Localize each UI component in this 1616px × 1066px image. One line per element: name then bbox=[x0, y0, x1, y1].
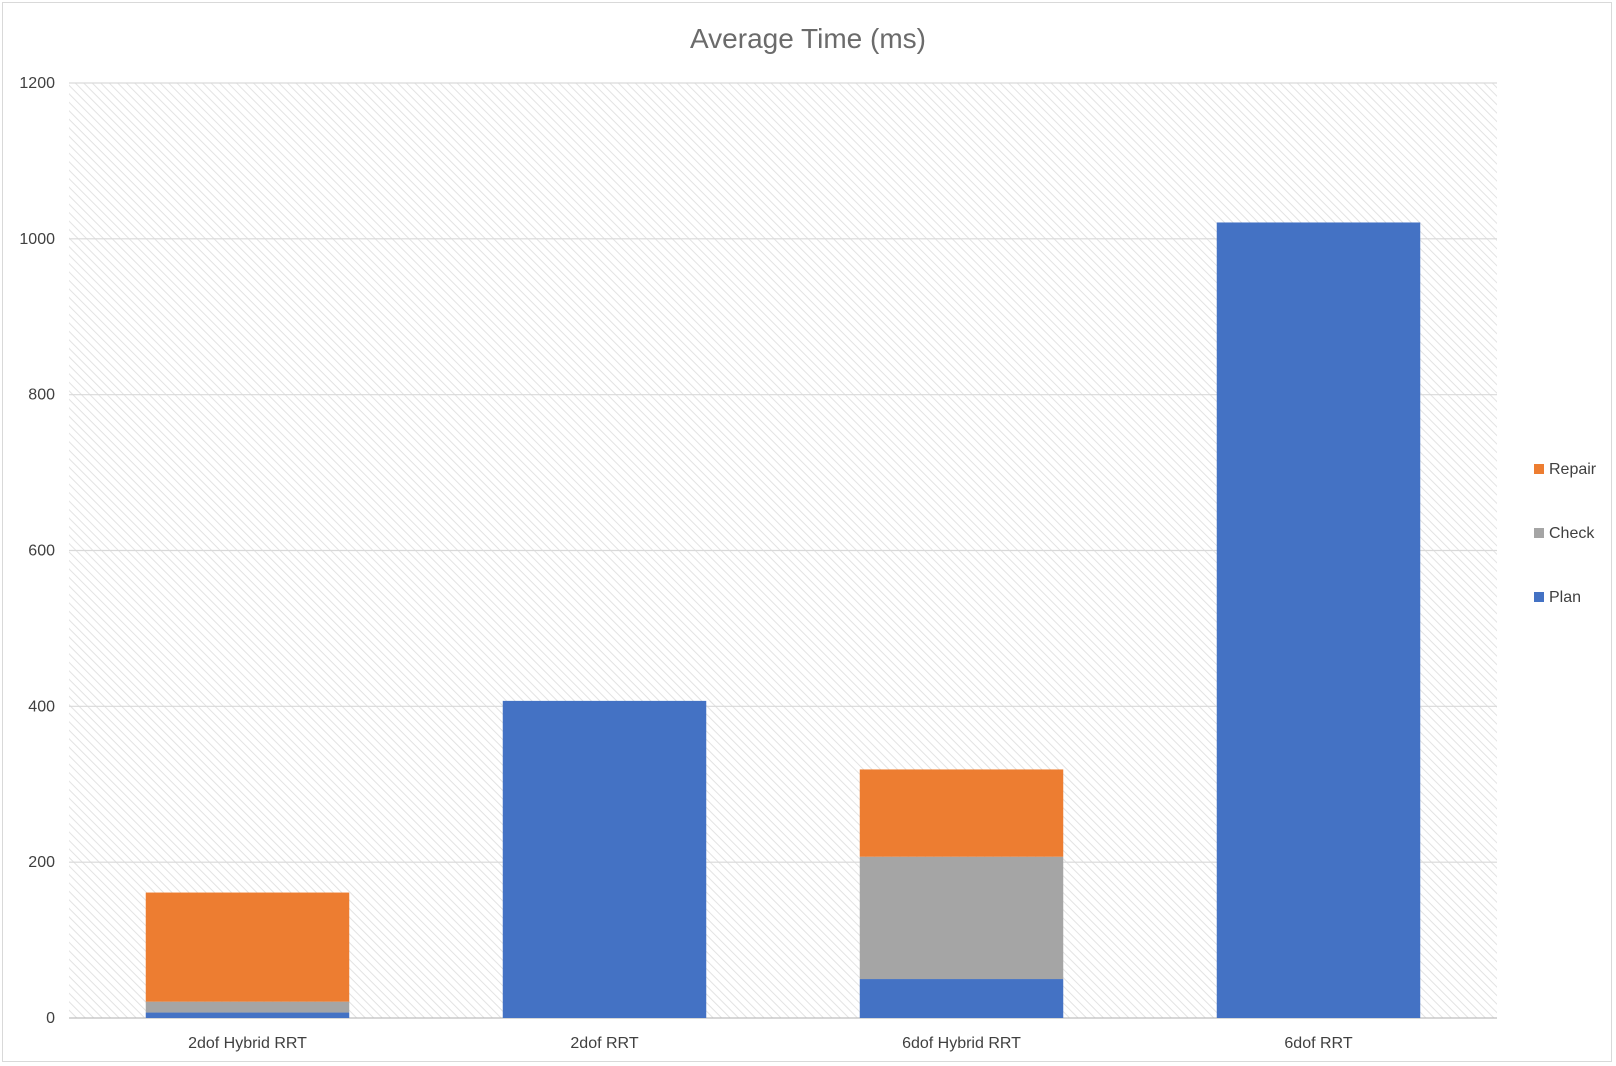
y-tick-label: 1200 bbox=[19, 75, 55, 92]
legend-label-check: Check bbox=[1549, 525, 1595, 542]
x-tick-label: 2dof Hybrid RRT bbox=[188, 1035, 307, 1052]
legend-swatch-check bbox=[1534, 528, 1544, 538]
bars bbox=[145, 222, 1421, 1019]
bar-plan-2 bbox=[502, 700, 707, 1018]
bar-repair-3 bbox=[859, 769, 1064, 857]
x-tick-label: 2dof RRT bbox=[570, 1035, 638, 1052]
bar-check-3 bbox=[859, 856, 1064, 980]
legend-swatch-plan bbox=[1534, 592, 1544, 602]
y-tick-label: 1000 bbox=[19, 231, 55, 248]
x-tick-label: 6dof Hybrid RRT bbox=[902, 1035, 1021, 1052]
bar-check-1 bbox=[145, 1001, 350, 1013]
y-tick-label: 800 bbox=[28, 387, 55, 404]
y-tick-label: 0 bbox=[46, 1010, 55, 1027]
legend-swatch-repair bbox=[1534, 464, 1544, 474]
bar-repair-1 bbox=[145, 892, 350, 1002]
y-tick-label: 200 bbox=[28, 854, 55, 871]
x-axis: 2dof Hybrid RRT 2dof RRT 6dof Hybrid RRT 6d… bbox=[188, 1035, 1353, 1052]
chart-title: Average Time (ms) bbox=[690, 23, 926, 54]
y-tick-label: 600 bbox=[28, 543, 55, 560]
x-tick-label: 6dof RRT bbox=[1284, 1035, 1352, 1052]
legend: Repair Check Plan bbox=[1534, 461, 1597, 606]
y-axis: 0 200 400 600 800 1000 1200 bbox=[19, 75, 55, 1027]
legend-label-repair: Repair bbox=[1549, 461, 1597, 478]
bar-plan-4 bbox=[1216, 222, 1421, 1019]
legend-label-plan: Plan bbox=[1549, 589, 1581, 606]
y-tick-label: 400 bbox=[28, 698, 55, 715]
bar-plan-3 bbox=[859, 979, 1064, 1018]
bar-plan-1 bbox=[145, 1012, 350, 1018]
